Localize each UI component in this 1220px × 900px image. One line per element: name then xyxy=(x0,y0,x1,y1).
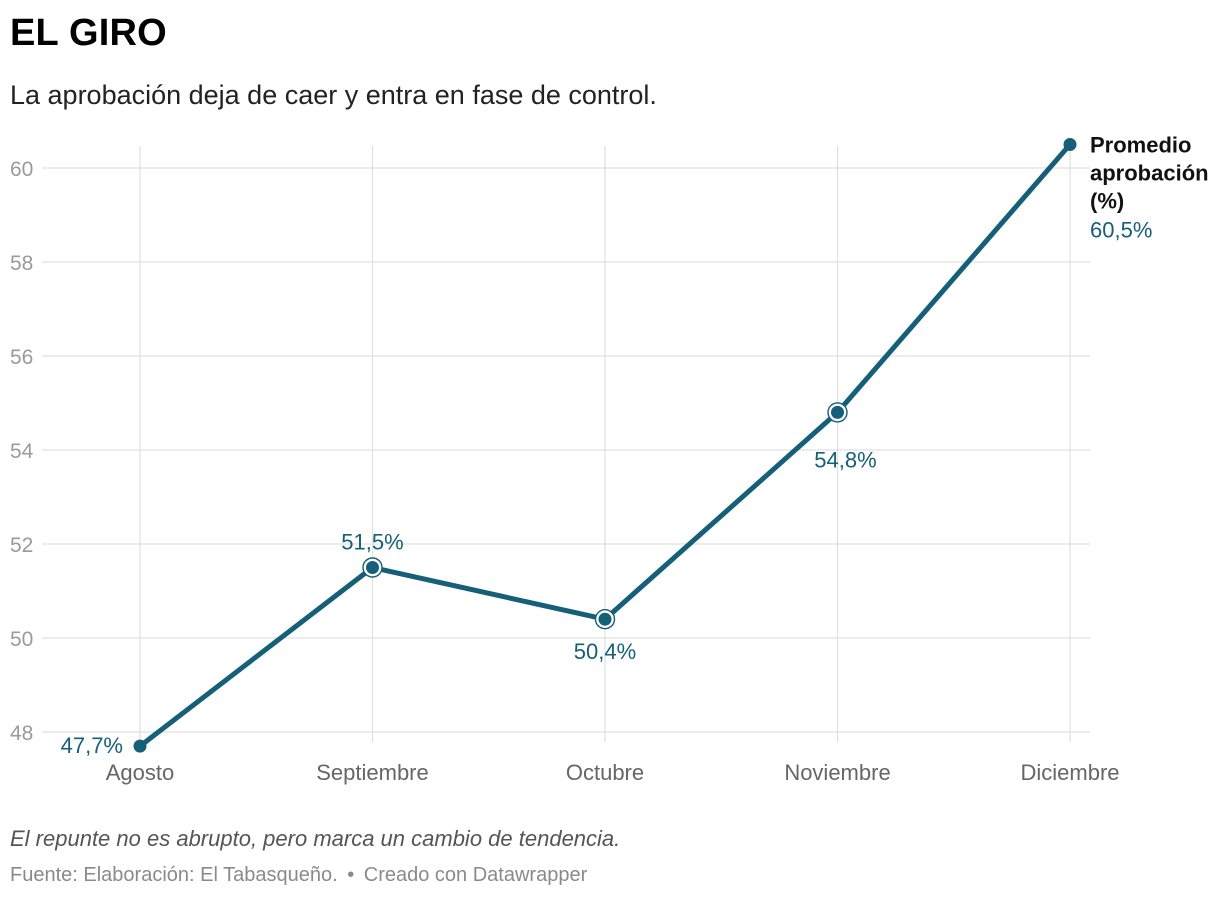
y-tick-label: 58 xyxy=(10,252,33,275)
x-tick-label: Noviembre xyxy=(784,760,890,785)
data-label: 60,5% xyxy=(1090,218,1152,243)
y-tick-label: 60 xyxy=(10,158,33,181)
chart-subtitle: La aprobación deja de caer y entra en fa… xyxy=(10,80,657,110)
credit-link[interactable]: Creado con Datawrapper xyxy=(363,864,588,886)
y-tick-label: 48 xyxy=(10,722,33,745)
data-point xyxy=(1063,138,1077,151)
x-tick-label: Diciembre xyxy=(1020,760,1119,785)
line-chart: 48 50 52 54 56 58 60 Agosto Septiembre Octubre Nov… xyxy=(10,133,1209,786)
series-name-label: Promedio xyxy=(1090,133,1191,158)
data-label: 50,4% xyxy=(574,639,636,664)
data-point xyxy=(831,405,844,419)
data-label: 51,5% xyxy=(341,530,403,555)
chart-footer: Fuente: Elaboración: El Tabasqueño. • Cr… xyxy=(10,864,587,887)
data-point xyxy=(366,561,379,574)
chart-title: EL GIRO xyxy=(10,12,167,54)
footer-separator: • xyxy=(347,864,355,886)
y-tick-label: 52 xyxy=(10,534,33,557)
y-tick-label: 54 xyxy=(10,440,34,463)
data-label: 47,7% xyxy=(61,733,123,758)
series-name-label: (%) xyxy=(1090,189,1124,214)
x-tick-label: Septiembre xyxy=(316,760,429,785)
chart-note: El repunte no es abrupto, pero marca un … xyxy=(10,826,621,851)
source-text: Fuente: Elaboración: El Tabasqueño. xyxy=(10,864,338,886)
series-name-label: aprobación xyxy=(1090,161,1209,186)
x-tick-label: Octubre xyxy=(566,760,644,785)
y-tick-label: 56 xyxy=(10,346,33,369)
x-tick-label: Agosto xyxy=(106,760,175,785)
data-point xyxy=(598,612,612,626)
data-point xyxy=(133,739,147,753)
data-label: 54,8% xyxy=(814,447,876,472)
y-tick-label: 50 xyxy=(10,628,33,651)
